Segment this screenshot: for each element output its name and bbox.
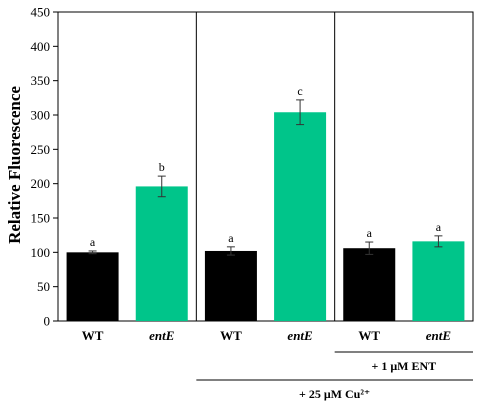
significance-label: c: [297, 84, 302, 98]
x-axis: WT entE WT entE WT entE: [82, 328, 452, 343]
y-axis: 0 50 100 150 200 250 300 350 400 450: [31, 5, 474, 329]
y-tick-label: 300: [31, 108, 51, 123]
x-tick-label: WT: [82, 328, 104, 343]
bar: [412, 241, 465, 321]
plot-frame: [57, 11, 474, 322]
bar: [274, 112, 327, 322]
y-tick-label: 250: [31, 142, 51, 157]
x-tick-label: entE: [426, 328, 452, 343]
x-tick-label: WT: [220, 328, 242, 343]
treatment-annotations: + 1 μM ENT+ 25 μM Cu²⁺: [196, 351, 473, 401]
significance-label: a: [367, 226, 373, 240]
bar: [135, 186, 188, 321]
y-tick-label: 150: [31, 211, 51, 226]
treatment-label: + 1 μM ENT: [372, 359, 437, 373]
significance-label: a: [90, 235, 96, 249]
significance-label: a: [228, 231, 234, 245]
x-tick-label: entE: [149, 328, 175, 343]
bar: [343, 248, 396, 321]
y-tick-label: 350: [31, 73, 51, 88]
y-tick-label: 100: [31, 245, 51, 260]
bars: a b a c a a: [66, 12, 465, 322]
y-tick-label: 200: [31, 176, 51, 191]
y-tick-label: 450: [31, 5, 51, 20]
significance-label: a: [436, 220, 442, 234]
x-tick-label: entE: [287, 328, 313, 343]
y-axis-title: Relative Fluorescence: [5, 86, 24, 244]
y-tick-label: 400: [31, 39, 51, 54]
significance-label: b: [159, 160, 165, 174]
treatment-label: + 25 μM Cu²⁺: [299, 387, 370, 401]
bar: [204, 250, 257, 321]
y-tick-label: 0: [44, 314, 51, 329]
bar: [66, 252, 119, 321]
y-tick-label: 50: [37, 279, 50, 294]
x-tick-label: WT: [358, 328, 380, 343]
